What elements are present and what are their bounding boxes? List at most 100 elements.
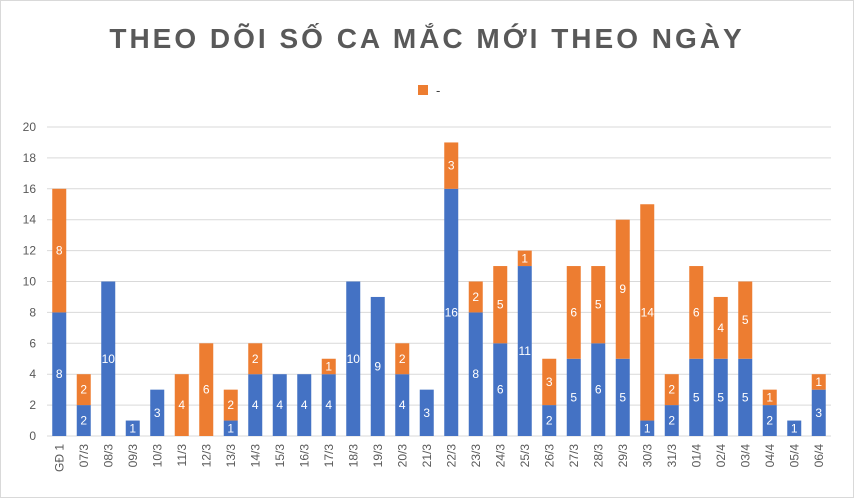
data-label: 4 <box>178 398 185 412</box>
data-label: 16 <box>445 305 459 319</box>
bar-segment-s1 <box>713 358 728 436</box>
data-label: 6 <box>570 305 577 319</box>
bar-segment-s1 <box>591 343 606 436</box>
legend: - <box>418 82 441 98</box>
bar-segment-s1 <box>615 358 630 436</box>
x-tick-label: 12/3 <box>199 444 213 468</box>
bar-segment-s1 <box>346 281 361 436</box>
bar-segment-s1 <box>395 374 410 436</box>
data-label: 9 <box>619 282 626 296</box>
data-label: 8 <box>472 367 479 381</box>
bar-segment-s2 <box>321 358 336 375</box>
x-tick-label: 19/3 <box>371 444 385 468</box>
data-label: 6 <box>693 305 700 319</box>
y-tick-label: 18 <box>23 151 37 165</box>
x-tick-label: 04/4 <box>763 444 777 468</box>
legend-label: - <box>436 82 441 98</box>
bar-segment-s2 <box>713 296 728 359</box>
bar-segment-s1 <box>493 343 508 436</box>
x-tick-label: 28/3 <box>591 444 605 468</box>
x-tick-label: 05/4 <box>787 444 801 468</box>
bar-segment-s2 <box>199 343 214 436</box>
bar-segment-s2 <box>615 219 630 359</box>
data-label: 1 <box>644 421 651 435</box>
x-tick-label: 08/3 <box>101 444 115 468</box>
x-tick-label: 22/3 <box>444 444 458 468</box>
y-tick-label: 2 <box>29 398 36 412</box>
data-label: 1 <box>815 375 822 389</box>
data-label: 6 <box>497 383 504 397</box>
bar-segment-s1 <box>321 374 336 436</box>
data-label: 8 <box>56 367 63 381</box>
data-label: 3 <box>154 406 161 420</box>
y-tick-label: 10 <box>23 275 37 289</box>
bar-segment-s2 <box>248 343 263 375</box>
bar-segment-s2 <box>468 281 483 313</box>
bar-segment-s2 <box>738 281 753 359</box>
data-label: 14 <box>641 305 655 319</box>
bar-segment-s1 <box>76 405 91 436</box>
x-tick-label: 14/3 <box>248 444 262 468</box>
data-label: 5 <box>497 298 504 312</box>
bar-segment-s1 <box>566 358 581 436</box>
bar-segment-s2 <box>223 389 238 421</box>
bar-segment-s2 <box>493 266 508 344</box>
x-tick-label: GĐ 1 <box>52 444 66 472</box>
bar-segment-s2 <box>542 358 557 406</box>
bar-segment-s2 <box>591 266 606 344</box>
data-label: 8 <box>56 244 63 258</box>
data-label: 2 <box>472 290 479 304</box>
bar-segment-s2 <box>395 343 410 375</box>
data-label: 1 <box>791 421 798 435</box>
data-label: 4 <box>276 398 283 412</box>
data-label: 3 <box>546 375 553 389</box>
data-label: 2 <box>252 352 259 366</box>
bar-segment-s1 <box>811 389 826 436</box>
x-tick-label: 31/3 <box>665 444 679 468</box>
x-tick-label: 02/4 <box>714 444 728 468</box>
y-tick-label: 6 <box>29 336 36 350</box>
bar-segment-s2 <box>762 389 777 406</box>
y-tick-label: 14 <box>23 213 37 227</box>
bar-segment-s1 <box>542 405 557 436</box>
data-label: 6 <box>203 383 210 397</box>
data-label: 2 <box>668 414 675 428</box>
data-label: 4 <box>399 398 406 412</box>
data-label: 1 <box>129 421 136 435</box>
data-label: 5 <box>570 390 577 404</box>
bar-segment-s2 <box>444 142 459 189</box>
data-label: 1 <box>766 390 773 404</box>
y-tick-label: 16 <box>23 182 37 196</box>
data-label: 2 <box>766 414 773 428</box>
bar-segment-s1 <box>689 358 704 436</box>
bar-segment-s1 <box>517 266 532 436</box>
data-label: 1 <box>227 421 234 435</box>
bar-segment-s1 <box>101 281 116 436</box>
bar-segment-s1 <box>444 188 459 436</box>
bar-segment-s2 <box>640 204 655 421</box>
data-label: 5 <box>742 313 749 327</box>
chart-title: THEO DÕI SỐ CA MẮC MỚI THEO NGÀY <box>109 23 745 54</box>
x-tick-label: 27/3 <box>567 444 581 468</box>
data-label: 6 <box>595 383 602 397</box>
bar-segment-s1 <box>125 420 140 436</box>
data-label: 4 <box>325 398 332 412</box>
legend-swatch <box>418 85 428 95</box>
y-tick-label: 8 <box>29 305 36 319</box>
bar-segment-s1 <box>664 405 679 436</box>
bar-segment-s1 <box>272 374 287 436</box>
data-label: 4 <box>717 321 724 335</box>
data-label: 2 <box>546 414 553 428</box>
data-label: 3 <box>448 159 455 173</box>
bar-segment-s1 <box>738 358 753 436</box>
bar-segment-s2 <box>76 374 91 406</box>
bar-segment-s1 <box>762 405 777 436</box>
bar-segment-s2 <box>689 266 704 359</box>
x-tick-label: 16/3 <box>297 444 311 468</box>
bar-segment-s1 <box>248 374 263 436</box>
y-tick-label: 0 <box>29 429 36 443</box>
data-label: 5 <box>595 298 602 312</box>
x-tick-label: 23/3 <box>469 444 483 468</box>
x-tick-label: 29/3 <box>616 444 630 468</box>
